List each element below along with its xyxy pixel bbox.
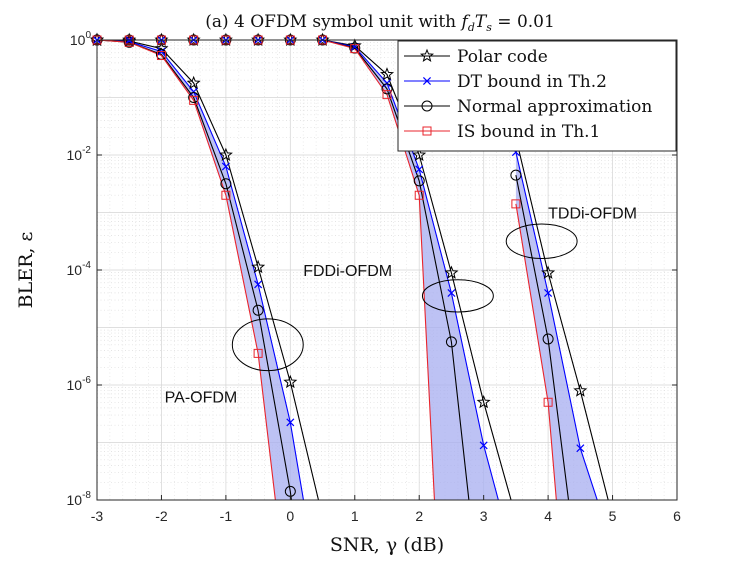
line-fddi-ofdm-is-bound-in-th-1 bbox=[97, 40, 435, 500]
x-tick-label: 0 bbox=[286, 508, 294, 524]
confidence-bands bbox=[97, 40, 598, 500]
marker-pa-ofdm-normal-approximation bbox=[188, 92, 200, 103]
marker-fddi-ofdm-polar-code bbox=[412, 147, 427, 161]
x-tick-label: 1 bbox=[351, 508, 359, 524]
marker-fddi-ofdm-dt-bound-in-th-2 bbox=[415, 165, 424, 174]
marker-tddi-ofdm-dt-bound-in-th-2 bbox=[576, 444, 585, 453]
x-tick-label: 3 bbox=[480, 508, 488, 524]
legend: Polar code DT bound in Th.2 Normal approxi… bbox=[397, 40, 677, 152]
line-fddi-ofdm-normal-approximation bbox=[97, 40, 470, 500]
marker-fddi-ofdm-is-bound-in-th-1 bbox=[382, 90, 392, 100]
marker-pa-ofdm-is-bound-in-th-1 bbox=[253, 348, 263, 358]
marker-fddi-ofdm-dt-bound-in-th-2 bbox=[479, 441, 488, 450]
marker-fddi-ofdm-polar-code bbox=[476, 394, 491, 409]
marker-pa-ofdm-polar-code bbox=[251, 259, 266, 274]
marker-tddi-ofdm-is-bound-in-th-1 bbox=[511, 199, 521, 209]
marker-pa-ofdm-dt-bound-in-th-2 bbox=[221, 162, 230, 171]
marker-fddi-ofdm-normal-approximation bbox=[381, 83, 393, 95]
axis-ticks: -3 -2 -1 0 1 2 3 4 5 6 100 10-2 10-4 10-6 10-8 bbox=[67, 30, 682, 524]
series-lines bbox=[97, 40, 609, 500]
line-fddi-ofdm-dt-bound-in-th-2 bbox=[97, 40, 499, 500]
band-fddi-ofdm bbox=[97, 40, 499, 500]
x-tick-label: 2 bbox=[415, 508, 423, 524]
group-ellipse bbox=[421, 279, 494, 313]
marker-pa-ofdm-is-bound-in-th-1 bbox=[189, 95, 199, 105]
marker-pa-ofdm-polar-code bbox=[186, 75, 201, 90]
marker-tddi-ofdm-normal-approximation bbox=[542, 333, 554, 345]
x-tick-label: -2 bbox=[155, 508, 168, 524]
y-tick-label: 10-8 bbox=[67, 490, 92, 508]
line-tddi-ofdm-normal-approximation bbox=[515, 174, 570, 500]
marker-pa-ofdm-dt-bound-in-th-2 bbox=[286, 418, 295, 427]
legend-marker-normal-approximation bbox=[421, 100, 433, 112]
legend-label-normal-approximation: Normal approximation bbox=[457, 97, 652, 117]
marker-pa-ofdm-normal-approximation bbox=[252, 304, 264, 316]
y-tick-label: 10-4 bbox=[67, 260, 92, 278]
legend-box bbox=[397, 40, 677, 152]
annotation-tddi-ofdm: TDDi-OFDM bbox=[548, 206, 637, 223]
group-ellipse bbox=[231, 318, 304, 372]
marker-fddi-ofdm-polar-code bbox=[347, 38, 362, 52]
y-tick-label: 10-2 bbox=[67, 145, 92, 163]
marker-fddi-ofdm-normal-approximation bbox=[445, 336, 457, 348]
x-tick-label: 6 bbox=[673, 508, 681, 524]
band-tddi-ofdm bbox=[515, 152, 598, 500]
y-tick-label: 10-6 bbox=[67, 375, 92, 393]
legend-marker-dt-bound-in-th-2 bbox=[422, 76, 432, 86]
legend-label-is-bound-in-th-1: IS bound in Th.1 bbox=[457, 122, 600, 142]
marker-pa-ofdm-dt-bound-in-th-2 bbox=[254, 280, 263, 289]
marker-fddi-ofdm-is-bound-in-th-1 bbox=[414, 190, 424, 200]
marker-pa-ofdm-dt-bound-in-th-2 bbox=[189, 87, 198, 96]
marker-fddi-ofdm-polar-code bbox=[444, 265, 459, 279]
line-tddi-ofdm-polar-code bbox=[515, 137, 609, 500]
legend-marker-polar-code bbox=[419, 48, 435, 62]
marker-tddi-ofdm-polar-code bbox=[541, 265, 556, 279]
legend-marker-is-bound-in-th-1 bbox=[422, 126, 432, 136]
marker-fddi-ofdm-dt-bound-in-th-2 bbox=[447, 288, 456, 298]
marker-pa-ofdm-normal-approximation bbox=[123, 36, 135, 48]
line-tddi-ofdm-dt-bound-in-th-2 bbox=[515, 151, 598, 500]
y-axis-label: BLER, ε bbox=[15, 232, 37, 309]
x-tick-label: -1 bbox=[220, 508, 233, 524]
marker-pa-ofdm-polar-code bbox=[218, 147, 233, 161]
legend-label-polar-code: Polar code bbox=[457, 47, 548, 67]
marker-pa-ofdm-polar-code bbox=[283, 374, 298, 389]
legend-label-dt-bound-in-th-2: DT bound in Th.2 bbox=[457, 72, 607, 92]
marker-pa-ofdm-is-bound-in-th-1 bbox=[221, 190, 231, 200]
group-ellipse bbox=[505, 223, 578, 259]
y-tick-label: 100 bbox=[70, 30, 92, 48]
x-tick-label: -3 bbox=[91, 508, 104, 524]
group-labels: PA-OFDM FDDi-OFDM TDDi-OFDM bbox=[165, 206, 637, 407]
marker-tddi-ofdm-is-bound-in-th-1 bbox=[543, 397, 553, 407]
marker-fddi-ofdm-polar-code bbox=[379, 67, 395, 81]
annotation-fddi-ofdm: FDDi-OFDM bbox=[303, 263, 392, 280]
line-fddi-ofdm-polar-code bbox=[97, 40, 512, 500]
chart-title: (a) 4 OFDM symbol unit with fdTs = 0.01 bbox=[205, 12, 555, 34]
x-tick-label: 4 bbox=[544, 508, 552, 524]
band-pa-ofdm bbox=[97, 40, 304, 500]
group-ellipses bbox=[231, 223, 578, 372]
marker-tddi-ofdm-dt-bound-in-th-2 bbox=[544, 288, 553, 298]
marker-tddi-ofdm-polar-code bbox=[573, 383, 588, 397]
x-axis-label: SNR, γ (dB) bbox=[330, 534, 444, 556]
annotation-pa-ofdm: PA-OFDM bbox=[165, 390, 238, 407]
marker-fddi-ofdm-dt-bound-in-th-2 bbox=[382, 79, 392, 88]
marker-tddi-ofdm-normal-approximation bbox=[510, 169, 522, 181]
marker-pa-ofdm-normal-approximation bbox=[220, 178, 232, 190]
line-tddi-ofdm-is-bound-in-th-1 bbox=[515, 203, 557, 500]
x-tick-label: 5 bbox=[609, 508, 617, 524]
marker-pa-ofdm-is-bound-in-th-1 bbox=[156, 51, 166, 61]
marker-fddi-ofdm-normal-approximation bbox=[413, 175, 425, 187]
